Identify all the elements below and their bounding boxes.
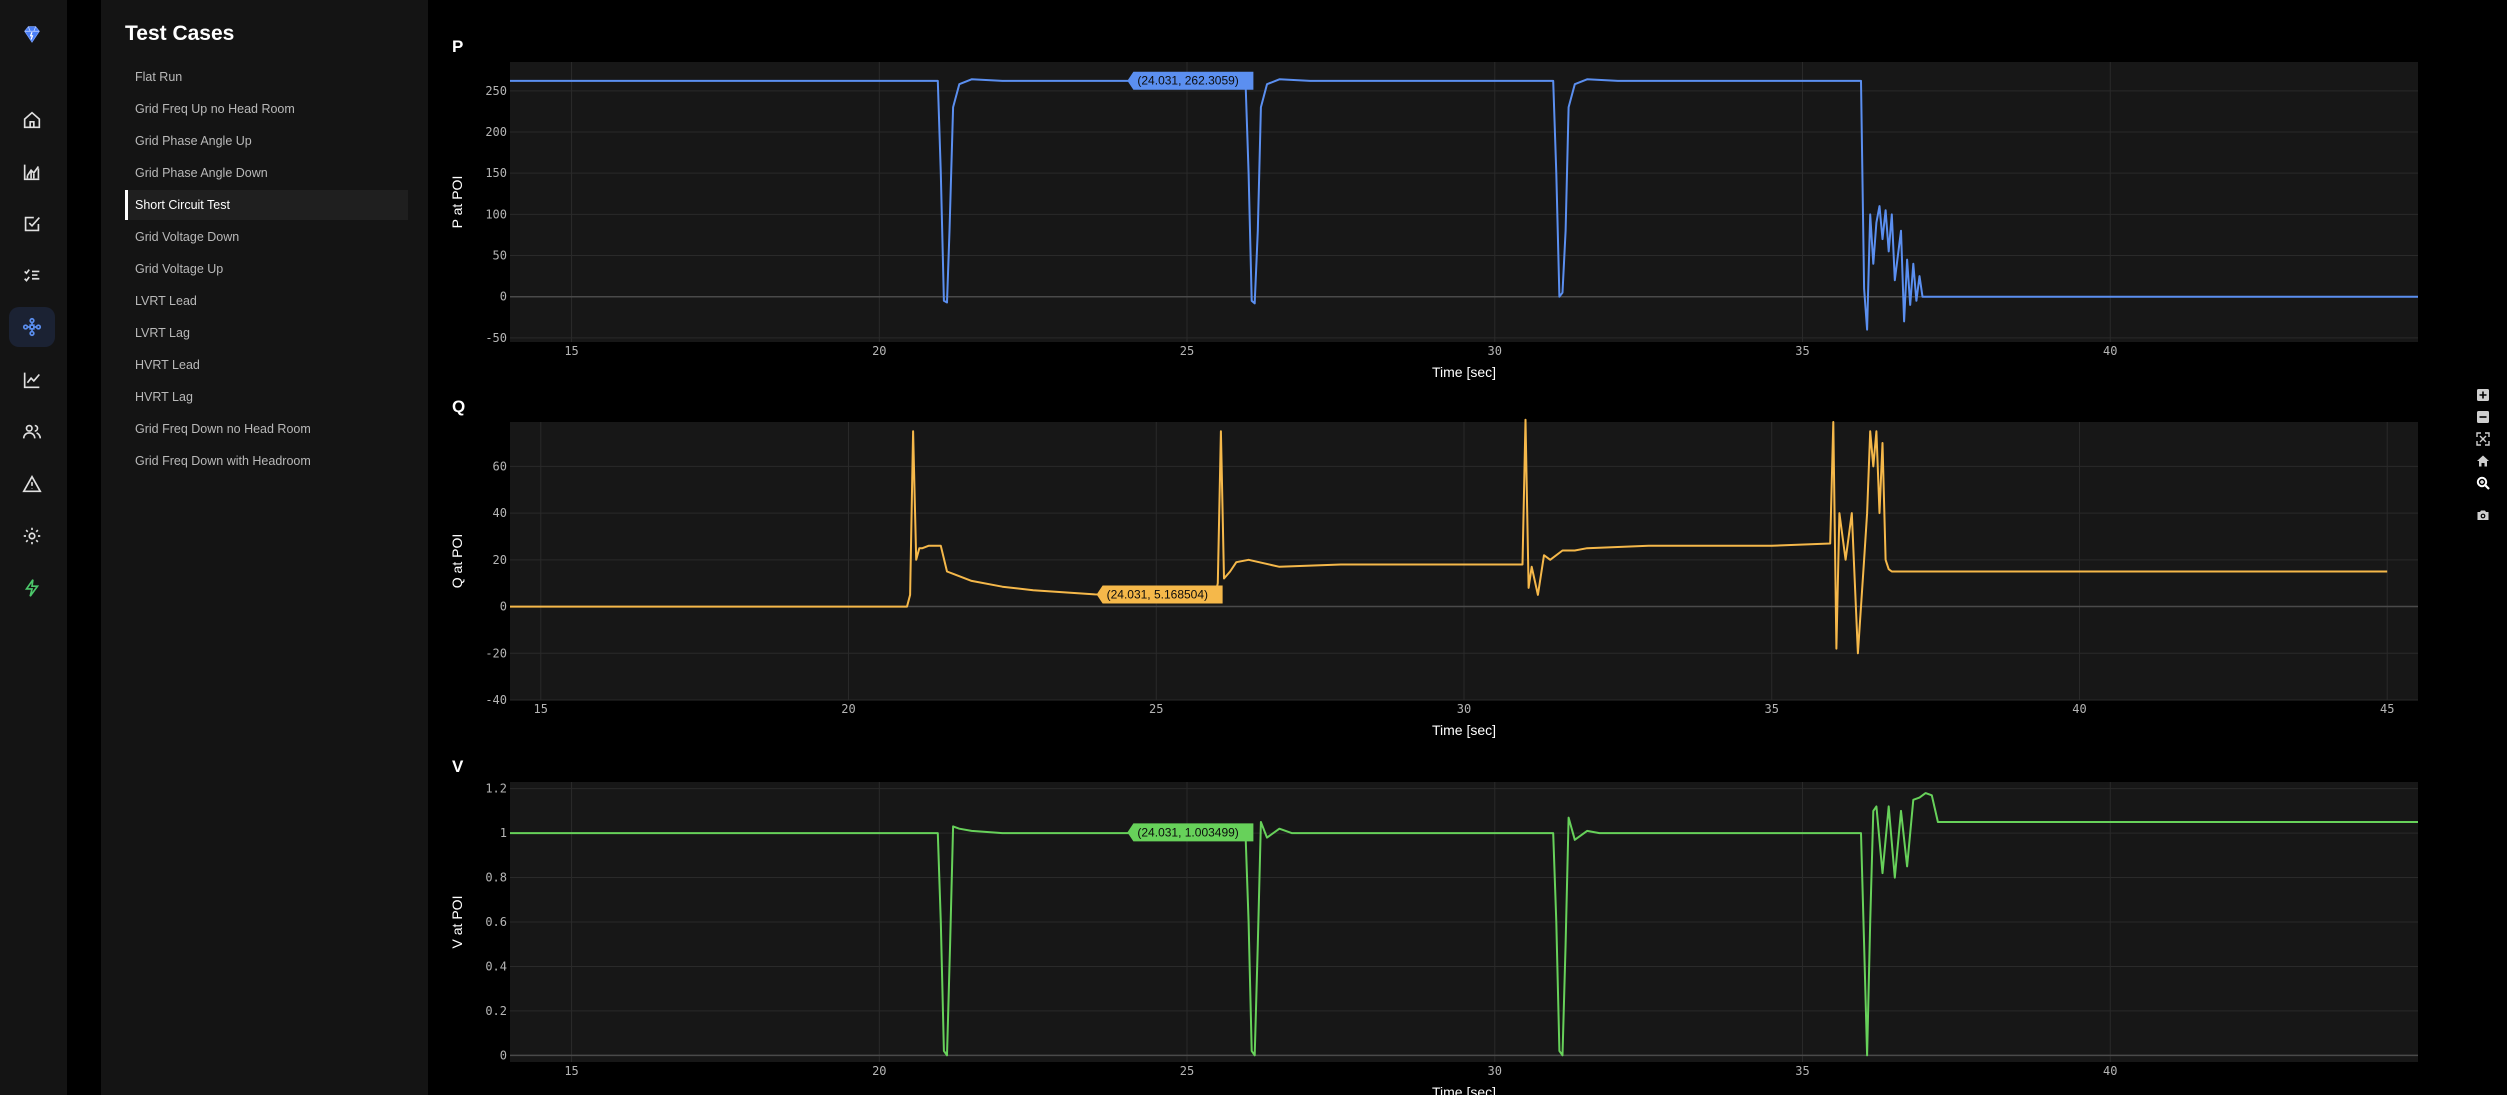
hover-tooltip-label: (24.031, 262.3059)	[1137, 74, 1238, 88]
task-check-icon[interactable]	[9, 204, 55, 244]
y-tick-label: 0.2	[485, 1004, 507, 1018]
y-axis-title: V at POI	[449, 896, 465, 949]
series-line-Q	[510, 418, 2388, 655]
test-case-item[interactable]: Grid Freq Down no Head Room	[135, 422, 311, 436]
x-tick-label: 20	[872, 344, 886, 358]
y-tick-label: 0.6	[485, 915, 507, 929]
test-case-item[interactable]: Grid Voltage Up	[135, 262, 224, 276]
test-case-item[interactable]: Flat Run	[135, 70, 183, 84]
y-tick-label: 50	[493, 249, 507, 263]
x-tick-label: 35	[1765, 702, 1779, 716]
x-tick-label: 25	[1180, 344, 1194, 358]
test-case-item[interactable]: Grid Freq Up no Head Room	[135, 102, 295, 116]
y-tick-label: 0	[500, 600, 507, 614]
x-tick-label: 40	[2103, 1064, 2117, 1078]
home-icon[interactable]	[9, 100, 55, 140]
x-tick-label: 30	[1457, 702, 1471, 716]
y-tick-label: 0.8	[485, 871, 507, 885]
test-case-item[interactable]: LVRT Lead	[135, 294, 197, 308]
test-case-item[interactable]: Grid Voltage Down	[135, 230, 240, 244]
test-case-item[interactable]: Short Circuit Test	[125, 190, 408, 220]
test-case-item[interactable]: Grid Phase Angle Up	[135, 134, 252, 148]
y-tick-label: 1	[500, 826, 507, 840]
y-tick-label: 0	[500, 1048, 507, 1062]
analytics-icon[interactable]	[9, 152, 55, 192]
y-tick-label: 1.2	[485, 782, 507, 796]
y-tick-label: 150	[485, 166, 507, 180]
plot-title: V	[452, 757, 464, 776]
x-tick-label: 15	[564, 344, 578, 358]
autoscale-icon[interactable]	[2471, 428, 2495, 450]
hover-tooltip	[1096, 585, 1223, 604]
x-tick-label: 45	[2380, 702, 2394, 716]
y-axis-title: Q at POI	[449, 534, 465, 588]
x-tick-label: 30	[1488, 1064, 1502, 1078]
series-line-V	[510, 792, 2418, 1057]
test-case-item[interactable]: Grid Freq Down with Headroom	[135, 454, 311, 468]
x-tick-label: 20	[872, 1064, 886, 1078]
hover-tooltip-label: (24.031, 1.003499)	[1137, 825, 1238, 839]
x-tick-label: 25	[1180, 1064, 1194, 1078]
zoom-in-icon[interactable]	[2471, 384, 2495, 406]
plot-title: Q	[452, 397, 465, 416]
test-cases-panel: Test Cases Flat Run Grid Freq Up no Head …	[101, 0, 428, 1095]
chart-modebar	[2471, 384, 2495, 526]
sidebar-title: Test Cases	[125, 22, 235, 45]
x-tick-label: 30	[1488, 344, 1502, 358]
x-tick-label: 15	[564, 1064, 578, 1078]
y-tick-label: -50	[485, 331, 507, 345]
y-tick-label: 60	[493, 459, 507, 473]
gear-icon[interactable]	[9, 516, 55, 556]
network-icon[interactable]	[9, 307, 55, 347]
x-tick-label: 40	[2072, 702, 2086, 716]
y-tick-label: -40	[485, 693, 507, 707]
zoom-icon[interactable]	[2471, 472, 2495, 494]
x-axis-title: Time [sec]	[1432, 1084, 1496, 1095]
checklist-icon[interactable]	[9, 256, 55, 296]
x-tick-label: 35	[1795, 1064, 1809, 1078]
users-icon[interactable]	[9, 412, 55, 452]
hover-tooltip	[1127, 823, 1254, 842]
series-line-P	[510, 78, 2418, 331]
icon-rail	[0, 0, 67, 1095]
x-tick-label: 15	[534, 702, 548, 716]
x-tick-label: 35	[1795, 344, 1809, 358]
y-tick-label: 20	[493, 553, 507, 567]
trend-icon[interactable]	[9, 360, 55, 400]
reset-axes-icon[interactable]	[2471, 450, 2495, 472]
plot-title: P	[452, 37, 463, 56]
x-axis-title: Time [sec]	[1432, 722, 1496, 738]
charts-area: P 15 20 25 30 35 40 -50 0 50 100 150 200 250 Time [sec…	[430, 0, 2460, 1095]
bolt-icon[interactable]	[9, 568, 55, 608]
test-case-item[interactable]: HVRT Lead	[135, 358, 200, 372]
y-axis-title: P at POI	[449, 176, 465, 229]
alert-icon[interactable]	[9, 464, 55, 504]
y-tick-label: 0.4	[485, 959, 507, 973]
y-tick-label: 250	[485, 84, 507, 98]
x-axis-title: Time [sec]	[1432, 364, 1496, 380]
logo-icon[interactable]	[9, 14, 55, 54]
test-case-item[interactable]: LVRT Lag	[135, 326, 190, 340]
y-tick-label: 100	[485, 207, 507, 221]
y-tick-label: 200	[485, 125, 507, 139]
test-case-item[interactable]: Grid Phase Angle Down	[135, 166, 268, 180]
zoom-out-icon[interactable]	[2471, 406, 2495, 428]
x-tick-label: 40	[2103, 344, 2117, 358]
x-tick-label: 20	[841, 702, 855, 716]
hover-tooltip-label: (24.031, 5.168504)	[1107, 587, 1208, 601]
hover-tooltip	[1127, 71, 1254, 90]
y-tick-label: 40	[493, 506, 507, 520]
y-tick-label: 0	[500, 290, 507, 304]
y-tick-label: -20	[485, 646, 507, 660]
test-case-item[interactable]: HVRT Lag	[135, 390, 193, 404]
camera-icon[interactable]	[2471, 504, 2495, 526]
x-tick-label: 25	[1149, 702, 1163, 716]
plot-area	[510, 62, 2418, 342]
